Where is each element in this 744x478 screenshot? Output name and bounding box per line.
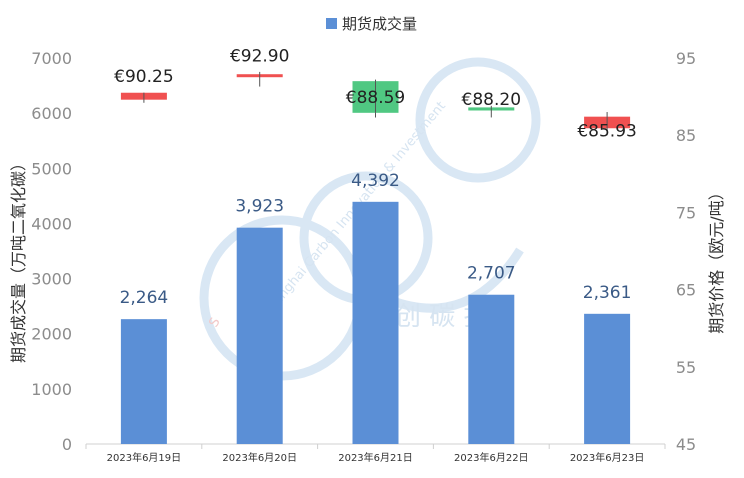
y-left-tick-label: 4000 bbox=[31, 214, 72, 233]
volume-bar bbox=[120, 319, 167, 444]
y-left-tick-label: 6000 bbox=[31, 104, 72, 123]
price-value-label: €92.90 bbox=[230, 46, 289, 66]
x-tick-label: 2023年6月23日 bbox=[570, 451, 645, 464]
x-tick-label: 2023年6月19日 bbox=[107, 451, 182, 464]
y-axis-right-title: 期货价格（欧元/吨） bbox=[707, 184, 726, 333]
volume-bar bbox=[584, 313, 631, 444]
x-tick-label: 2023年6月22日 bbox=[454, 451, 529, 464]
legend-swatch bbox=[326, 18, 337, 29]
y-right-tick-label: 75 bbox=[676, 203, 696, 222]
volume-value-label: 2,361 bbox=[583, 283, 632, 303]
legend-label: 期货成交量 bbox=[342, 15, 417, 33]
volume-value-label: 2,707 bbox=[467, 264, 516, 284]
price-value-label: €90.25 bbox=[114, 67, 173, 87]
y-left-tick-label: 0 bbox=[62, 435, 72, 454]
y-left-tick-label: 5000 bbox=[31, 159, 72, 178]
volume-value-label: 4,392 bbox=[351, 171, 400, 191]
y-left-tick-label: 3000 bbox=[31, 270, 72, 289]
y-right-tick-label: 65 bbox=[676, 281, 696, 300]
y-axis-left-title: 期货成交量（万吨二氧化碳） bbox=[9, 155, 28, 363]
volume-value-label: 2,264 bbox=[120, 288, 169, 308]
x-tick-label: 2023年6月20日 bbox=[222, 451, 297, 464]
y-right-tick-label: 95 bbox=[676, 49, 696, 68]
y-left-tick-label: 2000 bbox=[31, 325, 72, 344]
y-right-tick-label: 85 bbox=[676, 126, 696, 145]
y-left-tick-label: 1000 bbox=[31, 380, 72, 399]
price-value-label: €88.59 bbox=[346, 88, 405, 108]
price-value-label: €85.93 bbox=[577, 121, 636, 141]
y-left-tick-label: 7000 bbox=[31, 49, 72, 68]
volume-bar bbox=[352, 201, 399, 444]
volume-bar bbox=[468, 294, 515, 444]
y-right-tick-label: 55 bbox=[676, 358, 696, 377]
volume-bar bbox=[236, 227, 283, 444]
x-tick-label: 2023年6月21日 bbox=[338, 451, 413, 464]
y-right-tick-label: 45 bbox=[676, 435, 696, 454]
legend: 期货成交量 bbox=[326, 15, 417, 33]
volume-value-label: 3,923 bbox=[235, 197, 284, 217]
price-value-label: €88.20 bbox=[462, 90, 521, 110]
